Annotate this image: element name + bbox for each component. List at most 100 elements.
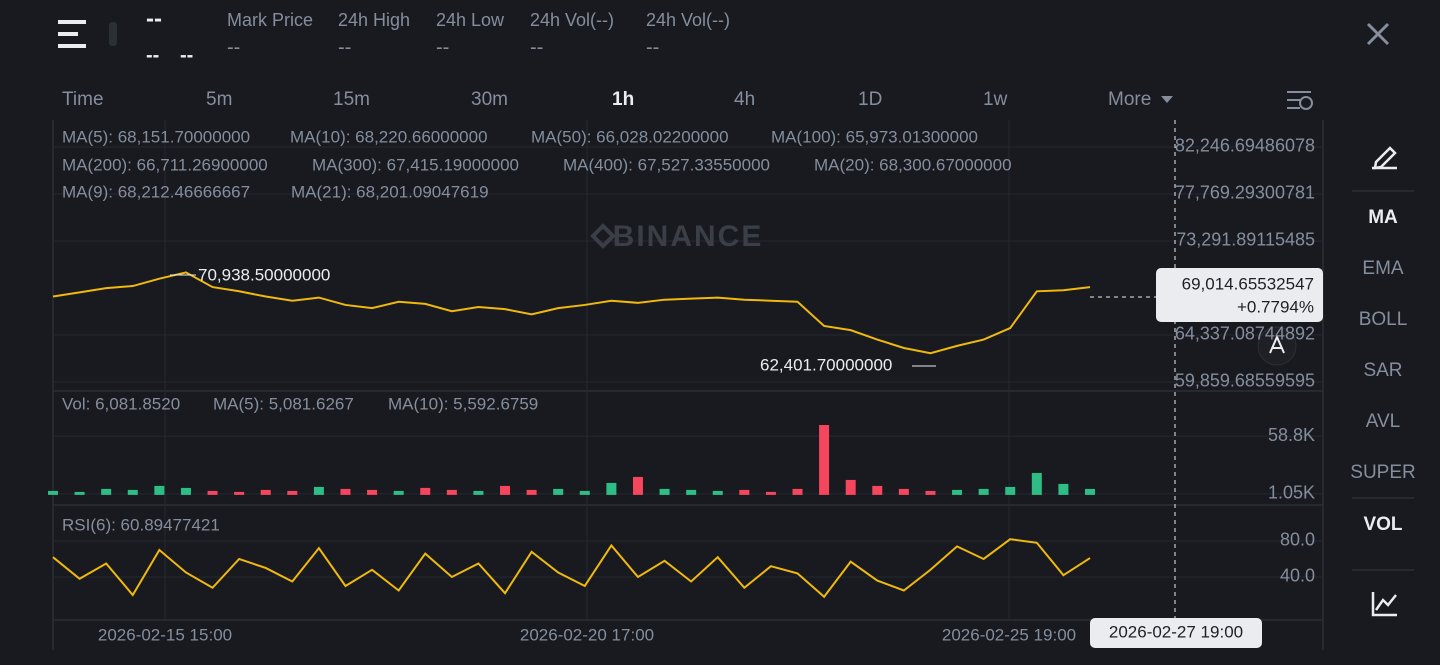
axis-label: 80.0 [1280, 530, 1315, 550]
volume-bar [739, 489, 750, 495]
auto-scale-button[interactable] [1257, 326, 1297, 366]
volume-bar [1031, 472, 1042, 495]
volume-bar [287, 490, 298, 495]
volume-bar [952, 489, 963, 495]
price-line [52, 271, 1091, 355]
volume-bar [313, 486, 324, 495]
volume-bar [260, 489, 271, 495]
volume-bar [101, 488, 112, 495]
menu-icon[interactable] [58, 20, 86, 48]
volume-bar [632, 476, 643, 495]
volume-bar [207, 490, 218, 495]
axis-label: 77,769.29300781 [1175, 183, 1315, 203]
volume-bar [765, 491, 776, 495]
dropdown-caret[interactable] [1161, 96, 1173, 103]
stat-label: Mark Price [227, 10, 313, 30]
timeframe-tab[interactable]: 1w [983, 89, 1008, 110]
symbol: -- [146, 5, 162, 32]
volume-bar [74, 491, 85, 495]
volume-bar [579, 490, 590, 495]
time-label: 2026-02-15 15:00 [98, 625, 232, 644]
timeframe-tab[interactable]: 5m [206, 89, 232, 110]
rsi-legend: RSI(6): 60.89477421 [62, 515, 220, 534]
timeframe-tab[interactable]: 4h [734, 89, 755, 110]
side-menu-item[interactable]: VOL [1363, 514, 1402, 535]
volume-bar [872, 485, 883, 495]
close-icon[interactable] [1366, 22, 1390, 46]
stat-value: -- [646, 36, 659, 58]
volume-bar [819, 424, 830, 495]
price-tooltip-change: +0.7794% [1237, 297, 1314, 316]
timeframe-tab[interactable]: 1D [858, 89, 882, 110]
ma-legend: MA(100): 65,973.01300000 [771, 127, 978, 146]
volume-bar [712, 490, 723, 495]
volume-bar [686, 489, 697, 495]
stat-value: -- [338, 36, 351, 58]
volume-bar [898, 488, 909, 495]
stat-label: 24h High [338, 10, 410, 30]
volume-bar [234, 491, 245, 495]
price-tooltip-value: 69,014.65532547 [1182, 274, 1314, 293]
volume-bar [420, 487, 431, 495]
timeframe-tab[interactable]: More [1108, 89, 1151, 110]
time-tooltip-value: 2026-02-27 19:00 [1109, 622, 1243, 641]
volume-bar [1058, 483, 1069, 495]
labels: -- -- -- Mark Price -- 24h High -- 24h Low -- 24h… [62, 5, 1416, 644]
axis-label: 1.05K [1268, 483, 1315, 503]
ma-legend: MA(9): 68,212.46666667 [62, 182, 250, 201]
stat-label: 24h Vol(--) [530, 10, 614, 30]
rsi-line [52, 538, 1091, 599]
side-menu-item[interactable]: BOLL [1359, 309, 1408, 330]
vol-legend: MA(5): 5,081.6267 [213, 394, 354, 413]
volume-bar [500, 485, 511, 495]
side-menu-item[interactable]: EMA [1362, 258, 1404, 279]
price-tooltip [1156, 268, 1323, 322]
volume-bar [154, 485, 165, 495]
timeframe-tab[interactable]: 30m [471, 89, 508, 110]
ma-legend: MA(10): 68,220.66000000 [290, 127, 488, 146]
volume-bar [1085, 488, 1095, 495]
ma-legend: MA(50): 66,028.02200000 [531, 127, 729, 146]
low-label: 62,401.70000000 [760, 355, 892, 374]
stat-value: -- [227, 36, 240, 58]
watermark-logo [590, 223, 616, 249]
volume-bar [978, 488, 989, 495]
chart-icon[interactable] [1371, 592, 1397, 617]
stat-value: -- [530, 36, 543, 58]
side-menu-item[interactable]: SAR [1363, 360, 1402, 381]
side-menu-item[interactable]: MA [1368, 207, 1398, 228]
axis-label: 59,859.68559595 [1175, 371, 1315, 391]
plot [48, 120, 1323, 648]
volume-bar [340, 488, 351, 495]
volume-bar [180, 487, 191, 495]
ma-legend: MA(20): 68,300.67000000 [814, 155, 1012, 174]
ma-legend: MA(400): 67,527.33550000 [563, 155, 770, 174]
side-menu-item[interactable]: AVL [1366, 411, 1401, 432]
ma-legend: MA(21): 68,201.09047619 [291, 182, 489, 201]
volume-bar [553, 488, 564, 495]
vol-legend: Vol: 6,081.8520 [62, 394, 180, 413]
high-label: 70,938.50000000 [198, 265, 330, 284]
pencil-icon[interactable] [1372, 146, 1397, 170]
volume-bar [792, 488, 803, 495]
volume-bar [606, 482, 617, 495]
timeframe-tab[interactable]: Time [62, 89, 104, 110]
axis-label: 58.8K [1268, 425, 1315, 445]
side-menu-item[interactable]: SUPER [1350, 462, 1415, 483]
volume-bar [127, 489, 138, 495]
time-tooltip [1090, 618, 1262, 648]
ma-legend: MA(300): 67,415.19000000 [312, 155, 519, 174]
axis-label: 82,246.69486078 [1175, 136, 1315, 156]
divider [109, 22, 117, 46]
timeframe-tab[interactable]: 1h [612, 89, 634, 110]
auto-scale-icon [1269, 334, 1285, 354]
settings-icon[interactable] [1287, 91, 1313, 110]
volume-bar [446, 489, 457, 495]
change: -- [180, 44, 193, 66]
stat-label: 24h Vol(--) [646, 10, 730, 30]
volume-bar [925, 490, 936, 495]
stat-label: 24h Low [436, 10, 505, 30]
timeframe-tab[interactable]: 15m [333, 89, 370, 110]
axis-label: 40.0 [1280, 566, 1315, 586]
